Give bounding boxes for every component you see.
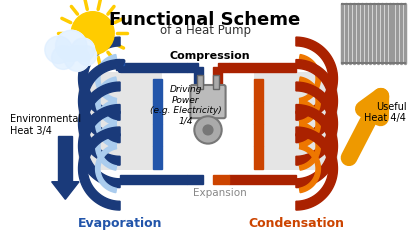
Circle shape <box>64 47 90 72</box>
Polygon shape <box>116 66 124 71</box>
Polygon shape <box>120 64 186 73</box>
Polygon shape <box>96 122 116 170</box>
Polygon shape <box>186 176 203 184</box>
Polygon shape <box>230 176 296 184</box>
Polygon shape <box>120 176 186 184</box>
Circle shape <box>77 47 97 66</box>
Polygon shape <box>79 128 120 210</box>
Polygon shape <box>300 145 320 193</box>
Polygon shape <box>300 78 320 126</box>
Text: Driving
Power
(e.g. Electricity)
1/4: Driving Power (e.g. Electricity) 1/4 <box>150 85 221 125</box>
Bar <box>213 76 219 89</box>
Polygon shape <box>255 124 263 146</box>
Polygon shape <box>213 68 222 88</box>
Text: Compression: Compression <box>170 50 250 60</box>
Circle shape <box>194 117 222 144</box>
Polygon shape <box>153 79 161 102</box>
Polygon shape <box>116 61 124 66</box>
Polygon shape <box>79 83 120 165</box>
Polygon shape <box>300 122 320 170</box>
Circle shape <box>52 47 75 70</box>
Bar <box>78 73 162 170</box>
Circle shape <box>71 39 95 62</box>
Circle shape <box>64 47 90 72</box>
Text: Useful
Heat 4/4: Useful Heat 4/4 <box>364 101 406 123</box>
Bar <box>254 73 338 170</box>
Polygon shape <box>194 68 203 88</box>
Polygon shape <box>296 60 337 143</box>
Polygon shape <box>96 145 116 193</box>
Polygon shape <box>230 64 296 73</box>
Text: Environmental
Heat 3/4: Environmental Heat 3/4 <box>10 114 81 135</box>
Polygon shape <box>79 60 120 143</box>
Text: Functional Scheme: Functional Scheme <box>109 11 301 29</box>
Polygon shape <box>96 55 116 103</box>
Polygon shape <box>186 64 198 73</box>
Circle shape <box>56 31 87 62</box>
Polygon shape <box>59 136 72 182</box>
Circle shape <box>45 37 72 64</box>
Polygon shape <box>300 100 320 148</box>
FancyBboxPatch shape <box>191 86 225 119</box>
Polygon shape <box>52 182 79 199</box>
Text: Evaporation: Evaporation <box>78 216 162 229</box>
Bar <box>197 76 203 89</box>
Circle shape <box>77 47 97 66</box>
Polygon shape <box>96 100 116 148</box>
Circle shape <box>203 125 213 135</box>
Text: Condensation: Condensation <box>248 216 344 229</box>
Polygon shape <box>296 83 337 165</box>
Polygon shape <box>300 55 320 103</box>
Text: of a Heat Pump: of a Heat Pump <box>160 24 250 37</box>
Polygon shape <box>255 79 263 102</box>
Polygon shape <box>213 176 230 184</box>
Circle shape <box>56 31 87 62</box>
Polygon shape <box>218 64 230 73</box>
Polygon shape <box>255 146 263 169</box>
Polygon shape <box>296 105 337 188</box>
Circle shape <box>52 47 75 70</box>
Polygon shape <box>153 146 161 169</box>
Polygon shape <box>79 105 120 188</box>
Circle shape <box>71 39 95 62</box>
Polygon shape <box>296 128 337 210</box>
Circle shape <box>71 13 114 55</box>
Polygon shape <box>79 38 120 121</box>
Polygon shape <box>153 102 161 124</box>
Text: Expansion: Expansion <box>193 187 247 197</box>
Polygon shape <box>255 102 263 124</box>
Polygon shape <box>153 124 161 146</box>
Polygon shape <box>296 38 337 121</box>
Polygon shape <box>96 78 116 126</box>
Circle shape <box>45 37 72 64</box>
